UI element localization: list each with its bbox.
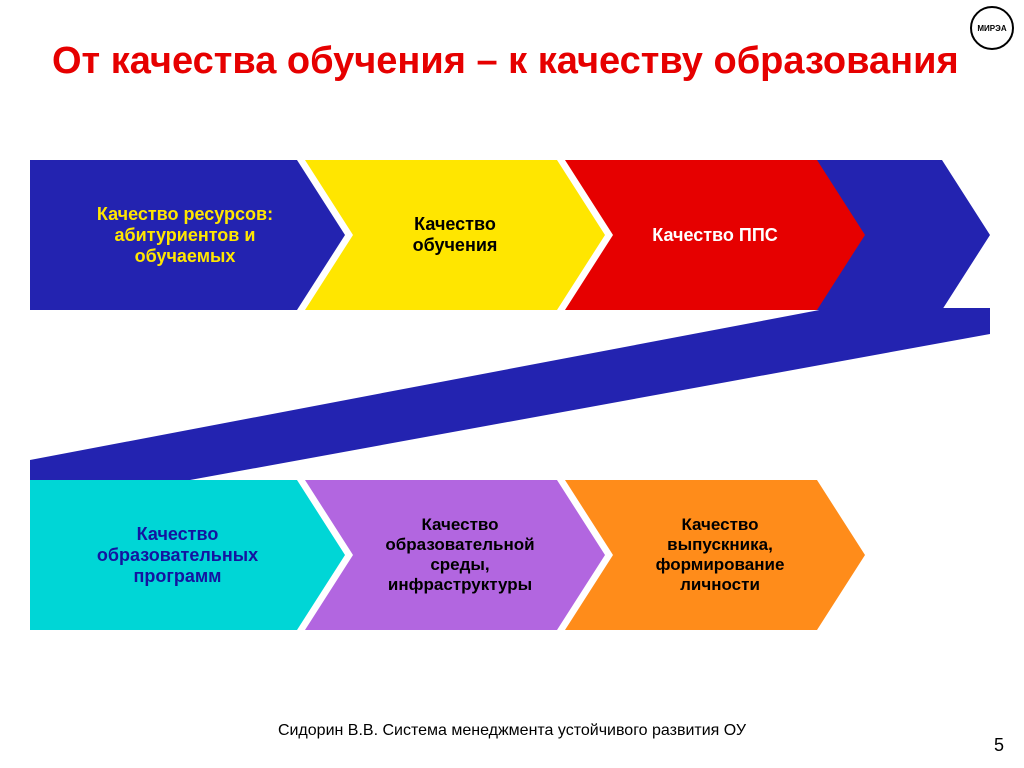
chevron-label: Качество образовательных программ bbox=[60, 500, 295, 610]
quality-flow-diagram: Качество ресурсов: абитуриентов и обучае… bbox=[30, 160, 1010, 630]
chevron-label: Качество выпускника, формирование личнос… bbox=[620, 500, 820, 610]
chevron-label: Качество ресурсов: абитуриентов и обучае… bbox=[70, 180, 300, 290]
chevron-label: Качество образовательной среды, инфрастр… bbox=[360, 500, 560, 610]
page-number: 5 bbox=[994, 735, 1004, 756]
page-title: От качества обучения – к качеству образо… bbox=[52, 38, 959, 86]
logo-text: МИРЭА bbox=[977, 24, 1006, 33]
chevron-label: Качество обучения bbox=[360, 180, 550, 290]
footer-citation: Сидорин В.В. Система менеджмента устойчи… bbox=[0, 722, 1024, 740]
chevron-label: Качество ППС bbox=[620, 180, 810, 290]
university-logo: МИРЭА bbox=[970, 6, 1014, 50]
